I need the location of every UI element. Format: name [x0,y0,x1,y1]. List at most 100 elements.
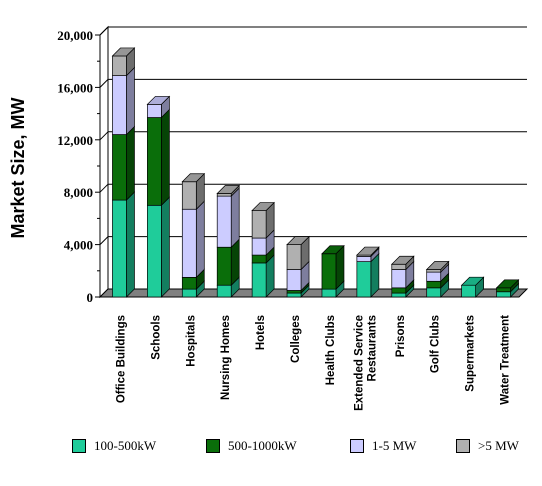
stacked-bar-chart: 0 4,000 8,000 12,000 16,000 20,000 Office Bui… [8,25,529,411]
x-tick-label: Extended Service [353,315,365,411]
legend: 100-500kW 500-1000kW 1-5 MW >5 MW [0,436,542,460]
legend-label: 1-5 MW [372,438,417,453]
bar-top [425,261,450,270]
bar [216,195,232,248]
bar [426,287,442,298]
x-tick-label: Colleges [290,315,302,363]
bar [286,244,302,270]
legend-swatch [350,439,364,453]
bar-top [460,276,485,286]
bar-stack [181,172,206,298]
legend-label: 100-500kW [94,438,157,453]
y-tick-label: 16,000 [57,80,93,95]
x-axis-labels: Office Buildings Schools Hospitals Nursing … [115,315,511,411]
bar-top [181,173,206,183]
left-wall [99,25,109,299]
gridline-diag [99,236,109,245]
y-axis: 0 4,000 8,000 12,000 16,000 20,000 [57,28,101,305]
y-tick-label: 4,000 [64,238,93,253]
bar [251,237,267,256]
bar [112,199,127,298]
bar-stack [146,95,171,298]
bar [286,292,302,298]
bar-top [390,255,415,265]
y-tick-label: 0 [87,290,94,305]
bar [181,208,197,278]
bar [461,284,476,298]
bar [181,288,197,298]
y-tick-label: 8,000 [64,185,93,200]
bar [251,210,267,239]
bar [356,256,372,262]
bar-stack [460,276,485,298]
bar [112,55,127,76]
gridline-diag [99,26,109,36]
bar [112,75,127,135]
legend-swatch [72,439,86,453]
bar-top [251,202,275,211]
legend-item: 100-500kW [72,436,156,456]
bar-top [495,279,520,289]
x-tick-label: Health Clubs [325,315,337,385]
bar-top [111,47,136,57]
x-tick-label: Hospitals [185,315,197,367]
bar-stack [216,184,241,298]
legend-swatch [456,439,470,453]
gridline-diag [99,79,109,88]
gridline-diag [99,131,109,141]
gridlines [99,26,527,245]
bar [216,246,232,286]
bar [181,277,197,290]
x-tick-label: Water Treatment [500,315,512,405]
bar [321,288,337,298]
bar [251,262,267,298]
x-tick-label: Schools [150,315,162,360]
bar [426,269,442,273]
bar-side [161,108,170,207]
bar-top [146,96,171,105]
bar-side [230,187,240,249]
bar-side [126,66,135,136]
bar [181,181,197,210]
bar [391,287,407,294]
bar-top [286,236,310,245]
bar [321,253,337,290]
bar [147,117,162,206]
bar-stack [251,201,275,298]
bar [147,204,162,298]
bar [147,104,162,118]
x-tick-label: Golf Clubs [430,315,442,373]
y-tick-label: 12,000 [57,133,93,148]
bar-side [161,196,170,298]
bar [496,291,511,298]
plot-background [98,25,529,299]
bar-stack [286,235,310,298]
bar-top [321,245,345,255]
bar [426,280,442,289]
legend-label: >5 MW [478,438,519,453]
gridline-diag [99,183,109,193]
bar-stack [425,260,450,298]
legend-swatch [206,439,220,453]
bar [391,263,407,270]
bar-side [126,191,135,298]
bar-stack [356,246,380,298]
y-tick-label: 20,000 [57,28,93,43]
y-axis-label: Market Size, MW [8,97,28,238]
x-tick-label: Prisons [395,315,407,357]
bar-top [356,246,380,256]
x-tick-label: Restaurants [366,315,378,381]
bar-stack [321,244,345,298]
x-tick-label: Supermarkets [465,315,477,392]
bar [251,254,267,264]
bar-stack [111,47,136,298]
bar [391,292,407,298]
bar [496,287,511,293]
bar [426,271,442,282]
x-tick-label: Hotels [255,315,267,350]
bar [112,134,127,201]
bar [356,261,372,298]
bar-stack [390,255,415,298]
bar-stack [495,278,520,298]
bar-top [216,185,241,194]
